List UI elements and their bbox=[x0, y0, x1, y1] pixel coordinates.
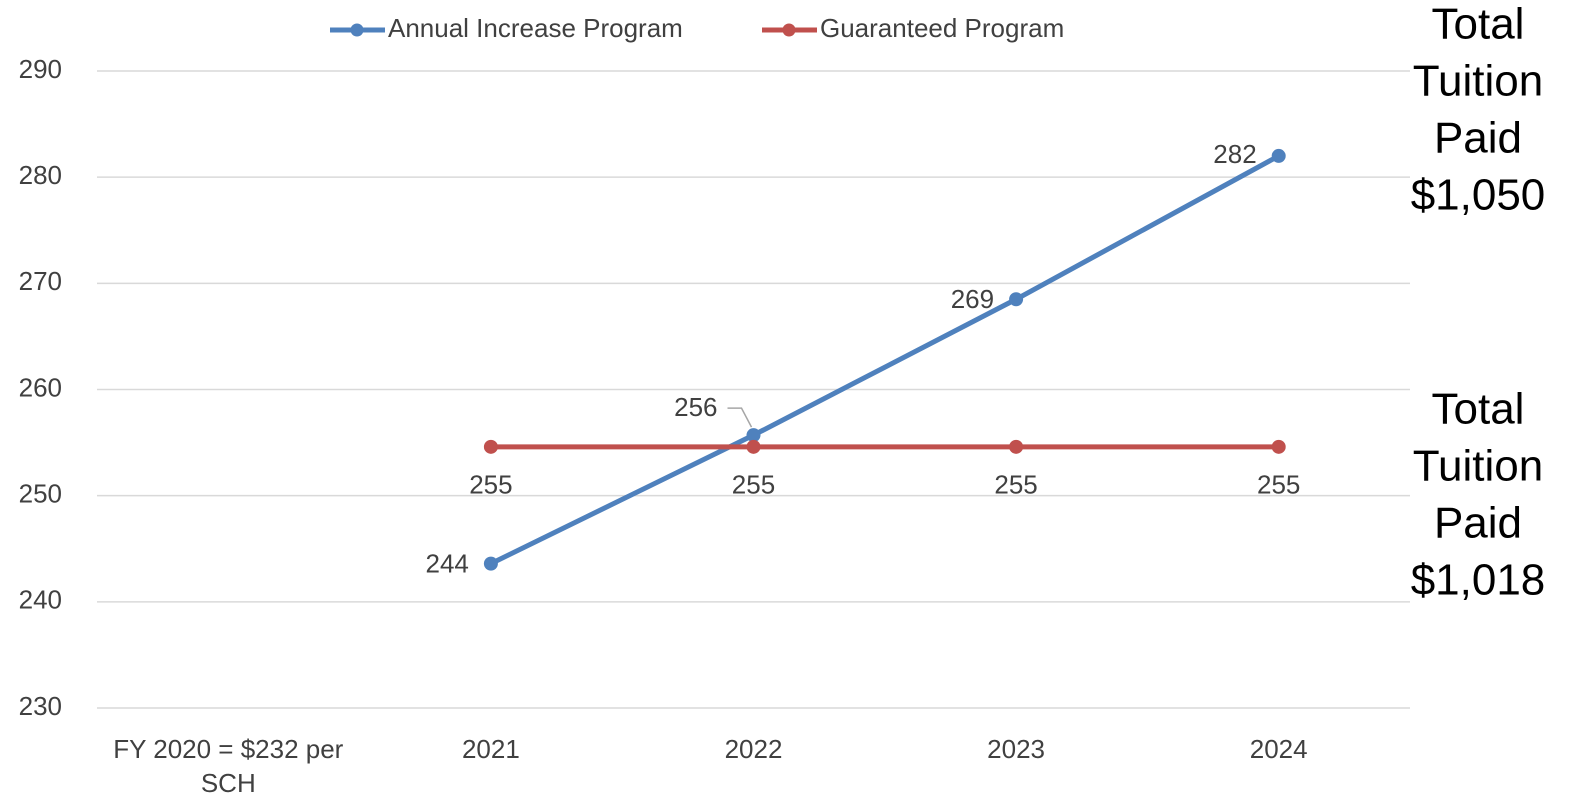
legend-marker bbox=[782, 23, 796, 37]
x-tick-label: 2024 bbox=[1249, 734, 1308, 764]
x-tick-label-box: 2021 bbox=[461, 734, 520, 764]
annotation: Total bbox=[1432, 0, 1525, 49]
data-label: 255 bbox=[469, 470, 512, 500]
data-label: 255 bbox=[732, 470, 775, 500]
annotation: Paid bbox=[1434, 499, 1522, 548]
series-line bbox=[489, 153, 1280, 566]
x-tick-label: 2021 bbox=[461, 734, 520, 764]
legend-label: Guaranteed Program bbox=[820, 13, 1064, 43]
y-tick-label: 240 bbox=[19, 585, 62, 615]
data-point bbox=[1271, 148, 1286, 163]
data-label: 255 bbox=[994, 470, 1037, 500]
annotation: $1,050 bbox=[1411, 171, 1546, 220]
y-tick-label: 260 bbox=[19, 372, 62, 402]
data-point bbox=[746, 439, 761, 454]
data-point bbox=[483, 439, 498, 454]
x-tick-label: 2022 bbox=[724, 734, 783, 764]
annotation: Paid bbox=[1434, 114, 1522, 163]
data-label: 244 bbox=[426, 548, 469, 578]
y-tick-label: 290 bbox=[19, 54, 62, 84]
annotation: Tuition bbox=[1413, 442, 1543, 491]
leader-line bbox=[727, 407, 753, 428]
data-point bbox=[1009, 439, 1024, 454]
x-tick-label-box: 2024 bbox=[1249, 734, 1308, 764]
annotation: Tuition bbox=[1413, 57, 1543, 106]
y-tick-label: 250 bbox=[19, 479, 62, 509]
data-label: 269 bbox=[951, 284, 994, 314]
x-tick-label: 2023 bbox=[987, 734, 1046, 764]
data-label: 282 bbox=[1213, 139, 1256, 169]
y-tick-label: 280 bbox=[19, 160, 62, 190]
annotation: $1,018 bbox=[1411, 556, 1546, 605]
legend-marker bbox=[350, 23, 364, 37]
y-tick-label: 270 bbox=[19, 266, 62, 296]
data-point bbox=[483, 556, 498, 571]
data-label: 256 bbox=[674, 392, 717, 422]
x-tick-label-box: 2023 bbox=[987, 734, 1046, 764]
y-tick-label: 230 bbox=[19, 691, 62, 721]
data-point bbox=[1271, 439, 1286, 454]
data-label: 255 bbox=[1257, 470, 1300, 500]
x-tick-label-box: 2022 bbox=[724, 734, 783, 764]
data-point bbox=[746, 428, 761, 443]
x-tick-label: FY 2020 = $232 per SCH bbox=[113, 734, 344, 798]
annotation: Total bbox=[1432, 385, 1525, 434]
data-point bbox=[1009, 292, 1024, 307]
legend-label: Annual Increase Program bbox=[388, 13, 683, 43]
x-tick-label-box: FY 2020 = $232 per SCH bbox=[113, 734, 344, 798]
